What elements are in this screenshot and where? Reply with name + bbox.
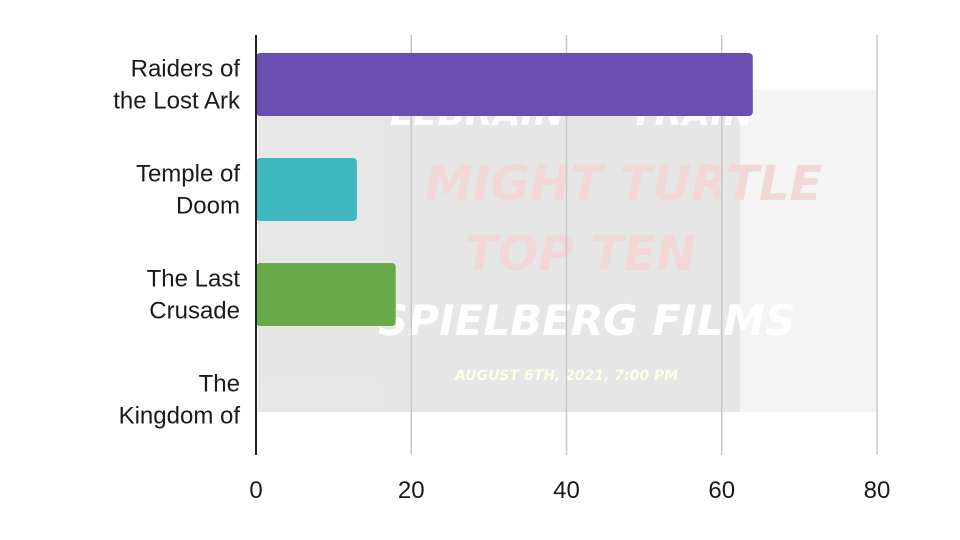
bar-1: [256, 53, 753, 116]
category-labels: Raiders of the Lost Ark Temple of Doom The L…: [113, 56, 241, 430]
category-label-3-line-2: Crusade: [149, 298, 240, 325]
bar-2: [256, 158, 357, 221]
bar-3: [256, 263, 396, 326]
category-label-1-line-1: Raiders of: [131, 56, 241, 83]
category-label-4-line-2: Kingdom of: [119, 403, 241, 430]
x-tick-labels: 0 20 40 60 80: [249, 477, 890, 504]
category-label-3-line-1: The Last: [147, 266, 241, 293]
poster-subtitle: SPIELBERG FILMS: [378, 296, 795, 345]
category-label-2-line-2: Doom: [176, 193, 240, 220]
x-tick-label-40: 40: [553, 477, 580, 504]
category-label-2-line-1: Temple of: [136, 161, 240, 188]
poster-headline-1: MIGHT TURTLE: [425, 156, 823, 212]
poster-face-area: [740, 90, 876, 412]
x-tick-label-20: 20: [398, 477, 425, 504]
category-label-4-line-1: The: [199, 371, 240, 398]
x-tick-label-0: 0: [249, 477, 262, 504]
x-tick-label-80: 80: [864, 477, 891, 504]
x-tick-label-60: 60: [708, 477, 735, 504]
category-label-1-line-2: the Lost Ark: [113, 88, 241, 115]
poster-headline-2: TOP TEN: [465, 226, 696, 282]
